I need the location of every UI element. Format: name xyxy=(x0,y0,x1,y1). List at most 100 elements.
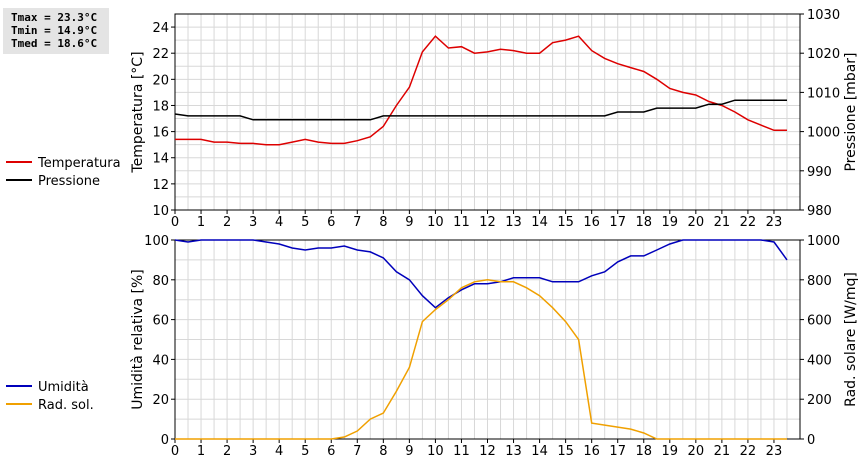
x-tick-label: 1 xyxy=(197,444,205,459)
legend: Temperatura Pressione xyxy=(6,156,121,189)
y-tick-label: 18 xyxy=(152,99,169,114)
series-line-rad-sol xyxy=(175,279,787,440)
legend: Umidità Rad. sol. xyxy=(6,380,94,413)
x-tick-label: 18 xyxy=(635,444,652,459)
y-right-tick-label: 990 xyxy=(807,165,832,180)
tmax-label: Tmax = 23.3°C xyxy=(11,11,98,24)
tmin-label: Tmin = 14.9°C xyxy=(11,24,98,37)
y-tick-label: 0 xyxy=(161,433,169,448)
x-tick-label: 15 xyxy=(557,444,574,459)
x-tick-label: 4 xyxy=(275,215,283,230)
stats-box: Tmax = 23.3°C Tmin = 14.9°C Tmed = 18.6°… xyxy=(3,8,109,54)
y-right-tick-label: 980 xyxy=(807,204,832,219)
series-line-temperatura xyxy=(175,35,787,146)
x-axis: 0 1 2 3 4 5 6 7 8 9 10 11 12 13 14 15 16 17 18 19 20 21 22 23 xyxy=(171,210,782,230)
y-right-tick-label: 1010 xyxy=(807,86,840,101)
x-tick-label: 8 xyxy=(379,444,387,459)
x-tick-label: 20 xyxy=(688,444,705,459)
x-tick-label: 7 xyxy=(353,444,361,459)
x-tick-label: 17 xyxy=(609,444,626,459)
x-tick-label: 15 xyxy=(557,215,574,230)
x-tick-label: 14 xyxy=(531,215,548,230)
y-tick-label: 14 xyxy=(152,152,169,167)
x-tick-label: 11 xyxy=(453,215,470,230)
chart-panel-1: 0 1 2 3 4 5 6 7 8 9 10 11 12 13 14 15 16 17 18 19 20 21 22 2310… xyxy=(6,8,859,230)
x-tick-label: 12 xyxy=(479,215,496,230)
y-tick-label: 20 xyxy=(152,73,169,88)
y-tick-label: 22 xyxy=(152,47,169,62)
y-right-tick-label: 400 xyxy=(807,353,832,368)
x-tick-label: 21 xyxy=(714,215,731,230)
chart-panel-2: 0 1 2 3 4 5 6 7 8 9 10 11 12 13 14 15 16 17 18 19 20 21 22 2302… xyxy=(6,234,859,459)
y-tick-label: 40 xyxy=(152,353,169,368)
y-right-tick-label: 1020 xyxy=(807,47,840,62)
x-tick-label: 9 xyxy=(405,444,413,459)
x-tick-label: 23 xyxy=(766,444,783,459)
y-tick-label: 24 xyxy=(152,21,169,36)
y-axis-label-right: Rad. solare [W/mq] xyxy=(843,272,859,407)
x-tick-label: 4 xyxy=(275,444,283,459)
y-tick-label: 100 xyxy=(144,234,169,249)
y-tick-label: 80 xyxy=(152,274,169,289)
x-tick-label: 3 xyxy=(249,215,257,230)
series-line-umidit xyxy=(174,239,788,309)
x-tick-label: 11 xyxy=(453,444,470,459)
y-axis-right: 0 200 400 600 800 1000 xyxy=(800,234,840,448)
x-tick-label: 0 xyxy=(171,444,179,459)
x-tick-label: 0 xyxy=(171,215,179,230)
grid xyxy=(174,239,801,440)
y-right-tick-label: 200 xyxy=(807,393,832,408)
legend-label-umidit: Umidità xyxy=(38,380,89,395)
x-tick-label: 1 xyxy=(197,215,205,230)
grid xyxy=(174,13,801,211)
y-tick-label: 10 xyxy=(152,204,169,219)
y-tick-label: 12 xyxy=(152,178,169,193)
x-tick-label: 12 xyxy=(479,444,496,459)
y-axis-label: Temperatura [°C] xyxy=(130,51,146,173)
x-tick-label: 23 xyxy=(766,215,783,230)
x-axis: 0 1 2 3 4 5 6 7 8 9 10 11 12 13 14 15 16 17 18 19 20 21 22 23 xyxy=(171,439,782,459)
x-tick-label: 18 xyxy=(635,215,652,230)
x-tick-label: 21 xyxy=(714,444,731,459)
y-tick-label: 60 xyxy=(152,314,169,329)
x-tick-label: 7 xyxy=(353,215,361,230)
x-tick-label: 8 xyxy=(379,215,387,230)
y-tick-label: 20 xyxy=(152,393,169,408)
y-right-tick-label: 1030 xyxy=(807,8,840,23)
x-tick-label: 13 xyxy=(505,215,522,230)
x-tick-label: 10 xyxy=(427,215,444,230)
y-right-tick-label: 1000 xyxy=(807,126,840,141)
x-tick-label: 6 xyxy=(327,444,335,459)
legend-label-pressione: Pressione xyxy=(38,174,100,189)
y-tick-label: 16 xyxy=(152,126,169,141)
legend-label-rad-sol: Rad. sol. xyxy=(38,398,94,413)
x-tick-label: 16 xyxy=(583,215,600,230)
x-tick-label: 20 xyxy=(688,215,705,230)
x-tick-label: 9 xyxy=(405,215,413,230)
y-axis-label-right: Pressione [mbar] xyxy=(843,52,859,171)
x-tick-label: 3 xyxy=(249,444,257,459)
y-axis-left: 10 12 14 16 18 20 22 24 xyxy=(152,21,175,219)
y-right-tick-label: 1000 xyxy=(807,234,840,249)
x-tick-label: 10 xyxy=(427,444,444,459)
y-right-tick-label: 0 xyxy=(807,433,815,448)
y-right-tick-label: 800 xyxy=(807,274,832,289)
legend-label-temperatura: Temperatura xyxy=(37,156,121,171)
x-tick-label: 14 xyxy=(531,444,548,459)
x-tick-label: 5 xyxy=(301,215,309,230)
series-line-pressione xyxy=(174,99,787,121)
x-tick-label: 16 xyxy=(583,444,600,459)
x-tick-label: 2 xyxy=(223,215,231,230)
x-tick-label: 13 xyxy=(505,444,522,459)
x-tick-label: 19 xyxy=(662,444,679,459)
x-tick-label: 22 xyxy=(740,215,757,230)
y-axis-right: 980 990 1000 1010 1020 1030 xyxy=(800,8,840,219)
x-tick-label: 6 xyxy=(327,215,335,230)
tmed-label: Tmed = 18.6°C xyxy=(11,37,98,50)
x-tick-label: 22 xyxy=(740,444,757,459)
y-right-tick-label: 600 xyxy=(807,314,832,329)
x-tick-label: 2 xyxy=(223,444,231,459)
y-axis-left: 0 20 40 60 80 100 xyxy=(144,234,175,448)
x-tick-label: 17 xyxy=(609,215,626,230)
